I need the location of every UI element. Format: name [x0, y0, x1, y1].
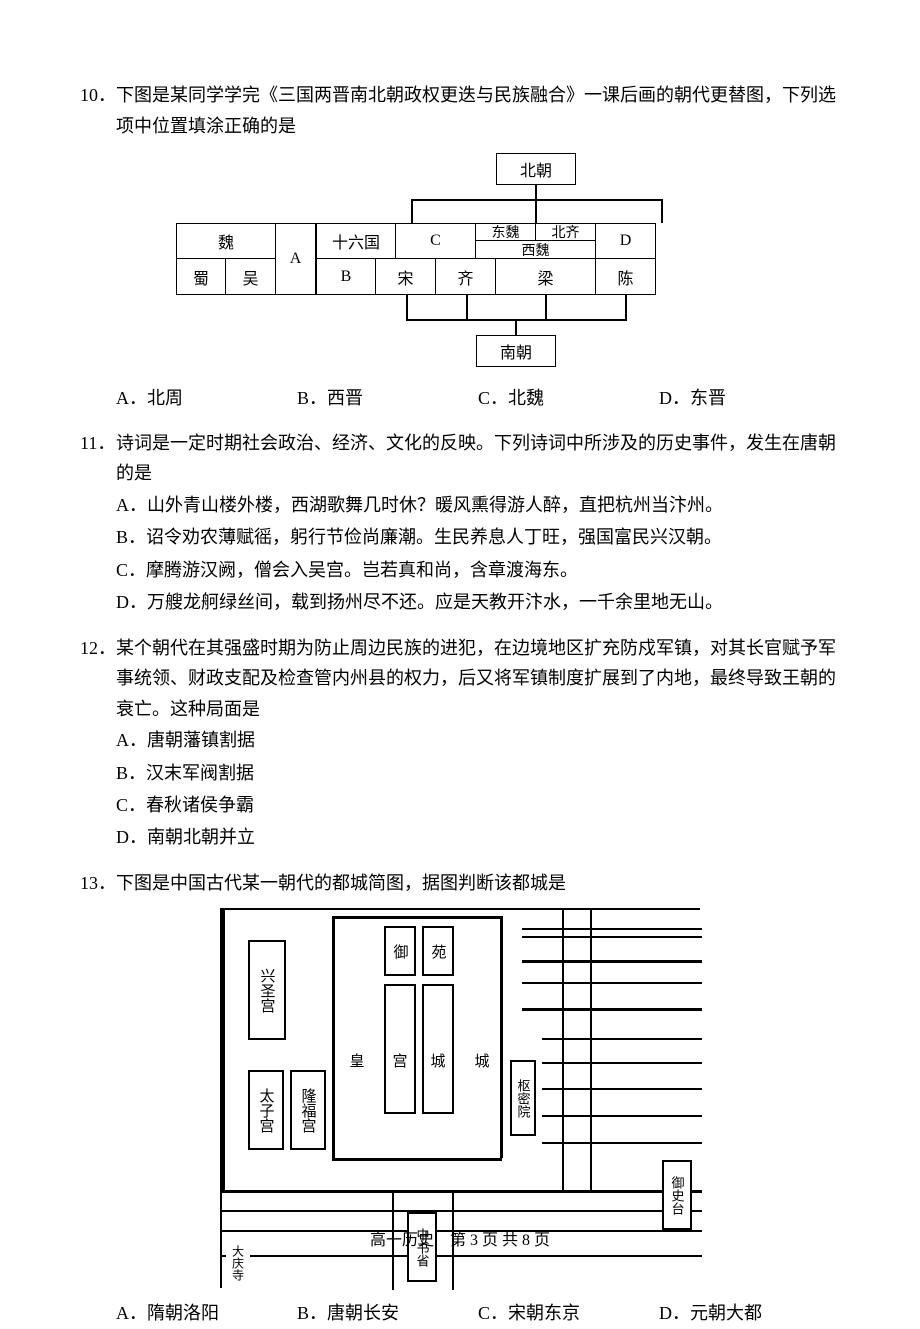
q12-text: 某个朝代在其强盛时期为防止周边民族的进犯，在边境地区扩充防戍军镇，对其长官赋予军…: [116, 633, 840, 725]
line: [625, 295, 627, 319]
dynasty-diagram: 北朝 魏 十六国 C 东魏 北齐 西魏 D A 蜀 吴 B 宋 齐 梁 陈 南朝: [116, 153, 676, 373]
q12-opt-c: C．春秋诸侯争霸: [116, 789, 840, 821]
line: [535, 185, 537, 199]
question-13: 13． 下图是中国古代某一朝代的都城简图，据图判断该都城是 兴圣宫 太子宫 隆福…: [80, 868, 840, 1329]
cell-A: A: [276, 223, 316, 295]
q13-opt-d: D．元朝大都: [659, 1298, 840, 1329]
cell-chen: 陈: [596, 259, 656, 295]
line: [515, 321, 517, 335]
map-xingshenggong: 兴圣宫: [248, 940, 286, 1040]
q10-stem: 10． 下图是某同学学完《三国两晋南北朝政权更迭与民族融合》一课后画的朝代更替图…: [80, 80, 840, 141]
cell-nanchao: 南朝: [476, 335, 556, 367]
cell-C: C: [396, 223, 476, 259]
q10-opt-b: B．西晋: [297, 383, 478, 414]
q13-num: 13．: [80, 868, 116, 899]
map-shumiyuan: 枢密院: [510, 1060, 536, 1136]
q13-opt-b: B．唐朝长安: [297, 1298, 478, 1329]
map-cheng2: 城: [467, 1050, 497, 1070]
question-11: 11． 诗词是一定时期社会政治、经济、文化的反映。下列诗词中所涉及的历史事件，发…: [80, 428, 840, 619]
q13-text: 下图是中国古代某一朝代的都城简图，据图判断该都城是: [116, 868, 840, 899]
q10-opt-a: A．北周: [116, 383, 297, 414]
q12-stem: 12． 某个朝代在其强盛时期为防止周边民族的进犯，在边境地区扩充防戍军镇，对其长…: [80, 633, 840, 725]
q13-opt-c: C．宋朝东京: [478, 1298, 659, 1329]
cell-beichao: 北朝: [496, 153, 576, 185]
q13-opt-a: A．隋朝洛阳: [116, 1298, 297, 1329]
line: [406, 295, 408, 319]
q10-num: 10．: [80, 80, 116, 141]
question-10: 10． 下图是某同学学完《三国两晋南北朝政权更迭与民族融合》一课后画的朝代更替图…: [80, 80, 840, 414]
q11-stem: 11． 诗词是一定时期社会政治、经济、文化的反映。下列诗词中所涉及的历史事件，发…: [80, 428, 840, 489]
cell-liang: 梁: [496, 259, 596, 295]
q11-opt-d: D．万艘龙舸绿丝间，载到扬州尽不还。应是天教开汴水，一千余里地无山。: [116, 586, 840, 618]
q10-opt-d: D．东晋: [659, 383, 840, 414]
line: [545, 295, 547, 319]
q11-opt-c: C．摩腾游汉阙，僧会入吴宫。岂若真和尚，含章渡海东。: [116, 554, 840, 586]
q11-num: 11．: [80, 428, 116, 489]
cell-shu: 蜀: [176, 259, 226, 295]
q12-options: A．唐朝藩镇割据 B．汉末军阀割据 C．春秋诸侯争霸 D．南朝北朝并立: [80, 724, 840, 854]
map-longfugong: 隆福宫: [290, 1070, 326, 1150]
question-12: 12． 某个朝代在其强盛时期为防止周边民族的进犯，在边境地区扩充防戍军镇，对其长…: [80, 633, 840, 854]
cell-xiwei: 西魏: [476, 241, 596, 259]
line: [411, 199, 413, 223]
line: [466, 295, 468, 319]
map-taizigong: 太子宫: [248, 1070, 284, 1150]
map-huang: 皇: [342, 1050, 372, 1070]
q10-opt-c: C．北魏: [478, 383, 659, 414]
q12-opt-d: D．南朝北朝并立: [116, 821, 840, 853]
q11-opt-b: B．诏令劝农薄赋徭，躬行节俭尚廉潮。生民养息人丁旺，强国富民兴汉朝。: [116, 521, 840, 553]
q11-opt-a: A．山外青山楼外楼，西湖歌舞几时休？暖风熏得游人醉，直把杭州当汴州。: [116, 489, 840, 521]
q12-num: 12．: [80, 633, 116, 725]
line: [535, 199, 537, 223]
cell-wu: 吴: [226, 259, 276, 295]
q11-text: 诗词是一定时期社会政治、经济、文化的反映。下列诗词中所涉及的历史事件，发生在唐朝…: [116, 428, 840, 489]
q13-options: A．隋朝洛阳 B．唐朝长安 C．宋朝东京 D．元朝大都: [80, 1298, 840, 1329]
q10-text: 下图是某同学学完《三国两晋南北朝政权更迭与民族融合》一课后画的朝代更替图，下列选…: [116, 80, 840, 141]
cell-sixteen: 十六国: [316, 223, 396, 259]
line: [661, 199, 663, 223]
cell-D: D: [596, 223, 656, 259]
cell-beiqi: 北齐: [536, 223, 596, 241]
map-cheng: 城: [425, 1050, 451, 1070]
q11-options: A．山外青山楼外楼，西湖歌舞几时休？暖风熏得游人醉，直把杭州当汴州。 B．诏令劝…: [80, 489, 840, 619]
cell-B: B: [316, 259, 376, 295]
cell-song: 宋: [376, 259, 436, 295]
cell-dongwei: 东魏: [476, 223, 536, 241]
map-yuan: 苑: [422, 926, 454, 976]
q10-options: A．北周 B．西晋 C．北魏 D．东晋: [80, 383, 840, 414]
page-footer: 高一历史 第 3 页 共 8 页: [0, 1226, 920, 1250]
map-yu: 御: [384, 926, 416, 976]
q12-opt-b: B．汉末军阀割据: [116, 757, 840, 789]
map-gong: 宫: [387, 1050, 413, 1070]
q12-opt-a: A．唐朝藩镇割据: [116, 724, 840, 756]
cell-qi: 齐: [436, 259, 496, 295]
cell-wei: 魏: [176, 223, 276, 259]
q13-stem: 13． 下图是中国古代某一朝代的都城简图，据图判断该都城是: [80, 868, 840, 899]
map-yushitai: 御史台: [662, 1160, 692, 1230]
